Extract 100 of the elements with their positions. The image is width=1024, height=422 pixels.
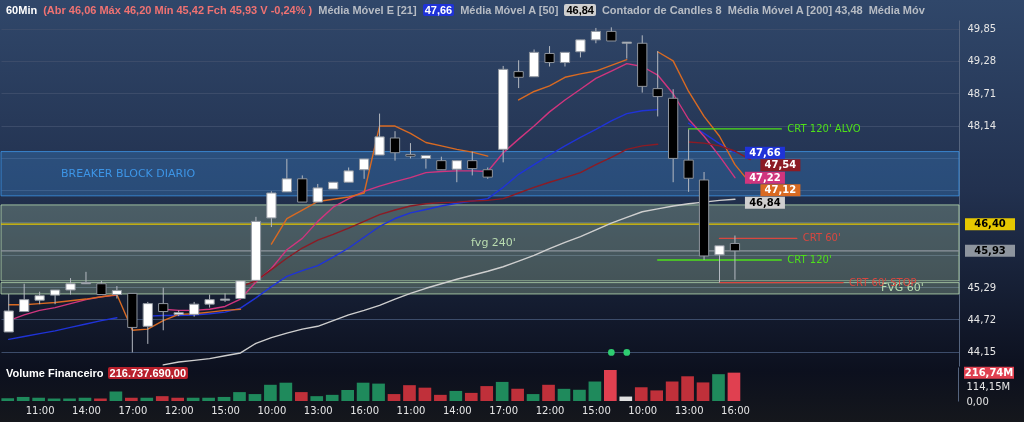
bar (202, 397, 215, 401)
y-tick-label: 0,00 (966, 395, 989, 407)
data-label: 47,22 (749, 171, 781, 183)
candlestick (19, 283, 30, 313)
candlestick (142, 301, 153, 345)
bar (1, 398, 15, 401)
ref-line-label: 46,40 (974, 218, 1006, 230)
bar (650, 390, 664, 401)
x-tick-label: 15:00 (581, 404, 611, 416)
x-tick-label: 10:00 (628, 404, 658, 416)
bar (341, 390, 354, 401)
candlestick (49, 289, 61, 305)
y-tick-label: 49,28 (967, 55, 997, 67)
x-tick-label: 15:00 (211, 404, 240, 416)
bar (681, 376, 694, 401)
ref-line-label: 45,93 (974, 244, 1006, 256)
bar (619, 396, 633, 401)
bar (526, 394, 540, 401)
text: Média Móvel A [200] 43,48 (727, 4, 863, 16)
candlestick (358, 158, 370, 180)
y-tick-label: 114,15M (966, 380, 1011, 392)
bar (171, 397, 185, 401)
bar (464, 392, 478, 401)
text: 47,66 (424, 4, 453, 16)
candlestick (467, 151, 478, 176)
candlestick (297, 174, 308, 203)
data-label: 46,84 (749, 196, 781, 208)
chart-title: Volume Financeiro (6, 367, 104, 379)
data-label: 47,66 (749, 146, 781, 158)
bar (155, 396, 169, 401)
line-series (162, 198, 736, 366)
candlestick (219, 292, 231, 303)
bar (217, 396, 231, 401)
bar (588, 381, 602, 401)
data-label: 47,54 (764, 159, 797, 171)
bar (387, 394, 401, 401)
candlestick (80, 271, 92, 285)
y-tick-label: 49,85 (967, 23, 997, 35)
x-tick-label: 11:00 (25, 404, 55, 416)
legend-label: Média Móvel A [50] (460, 4, 559, 16)
candlestick (513, 59, 524, 89)
bar (511, 388, 524, 401)
text: 216,74M (964, 366, 1014, 378)
band-label: BREAKER BLOCK DIARIO (61, 166, 196, 180)
text: Contador de Candles 8 (601, 4, 722, 16)
bar (264, 384, 277, 401)
bar (712, 374, 725, 401)
y-tick-label: 44,72 (967, 313, 997, 325)
bar (16, 396, 30, 401)
text: 46,84 (566, 4, 594, 16)
x-tick-label: 14:00 (442, 404, 472, 416)
bar (696, 382, 710, 401)
chart-subtitle: (Abr 46,06 Máx 46,20 Mín 45,42 Fch 45,93 V -0,24% ) (43, 4, 313, 16)
bar (140, 397, 154, 401)
candlestick (420, 155, 432, 170)
x-tick-label: 11:00 (396, 404, 426, 416)
bar (449, 390, 463, 401)
text: Média Móv (868, 4, 925, 16)
x-tick-label: 17:00 (118, 404, 148, 416)
y-tick-label: 48,14 (967, 120, 997, 131)
bar (310, 396, 324, 401)
y-tick-label: 48,71 (967, 87, 997, 99)
candlestick (312, 183, 323, 203)
y-tick-label: 44,15 (967, 346, 997, 358)
candlestick (544, 45, 555, 68)
candlestick (158, 287, 169, 331)
bar (233, 392, 246, 401)
bar (542, 384, 555, 401)
chart-subtitle: 216.737.690,00 (107, 367, 189, 379)
x-tick-label: 12:00 (535, 404, 565, 416)
bar (573, 389, 586, 401)
candlestick (281, 158, 292, 193)
bar (325, 394, 339, 401)
x-tick-label: 16:00 (350, 404, 380, 416)
bar (125, 397, 138, 401)
candlestick (389, 130, 401, 162)
bar (495, 381, 509, 401)
candlestick (451, 160, 462, 183)
x-tick-label: 17:00 (489, 404, 519, 416)
bar (109, 391, 123, 401)
series-label: CRT 120' (787, 253, 832, 265)
bar (604, 370, 617, 401)
bar (727, 372, 741, 401)
x-tick-label: 10:00 (257, 404, 287, 416)
candlestick (683, 128, 694, 193)
candlestick (652, 50, 663, 117)
bar (356, 382, 370, 401)
bar (557, 388, 571, 401)
legend-label: Média Móvel E [21] (318, 4, 417, 16)
x-tick-label: 13:00 (674, 404, 704, 416)
x-tick-label: 12:00 (164, 404, 194, 416)
bar (434, 394, 447, 401)
bar (480, 386, 494, 401)
bar (32, 397, 45, 401)
bar (634, 387, 648, 401)
series-label: CRT 120' ALVO (787, 122, 861, 134)
x-tick-label: 16:00 (721, 404, 750, 416)
candlestick (3, 293, 14, 333)
data-label: 47,12 (764, 184, 797, 196)
band-label: fvg 240' (471, 235, 516, 249)
